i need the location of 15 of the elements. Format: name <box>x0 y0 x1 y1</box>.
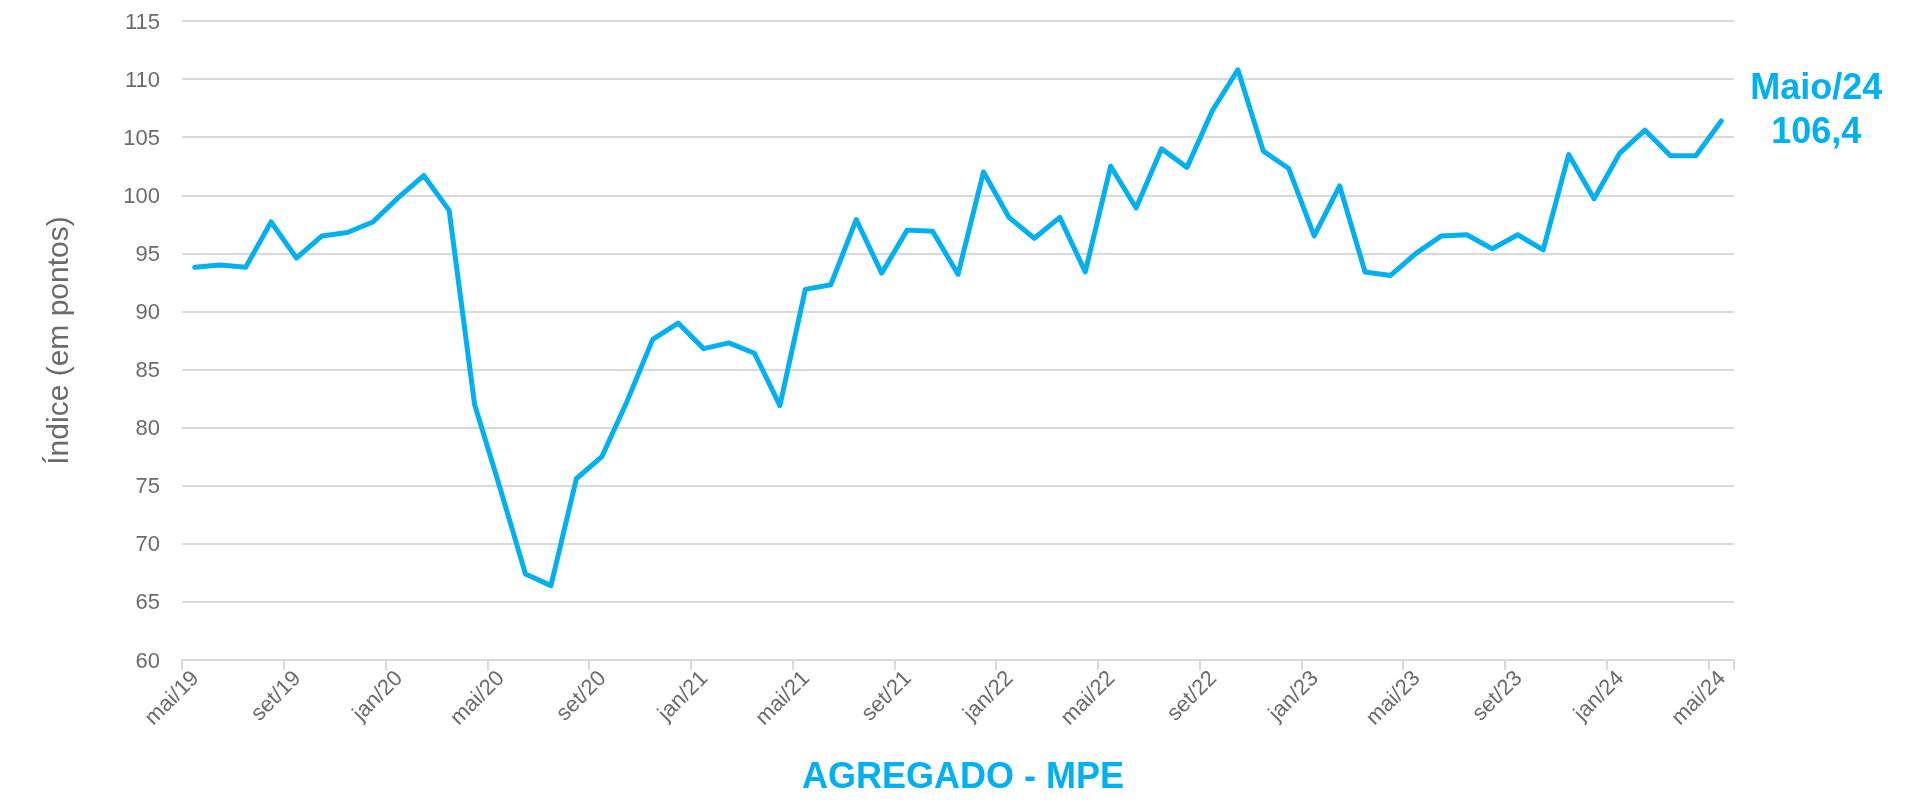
y-tick-label: 115 <box>124 8 160 34</box>
y-tick-label: 110 <box>124 66 160 92</box>
y-tick-label: 105 <box>123 124 160 150</box>
y-tick-label: 85 <box>135 357 160 383</box>
y-tick-label: 70 <box>135 531 160 557</box>
y-tick-label: 80 <box>135 415 160 441</box>
y-tick-label: 95 <box>135 240 160 266</box>
y-tick-label: 90 <box>135 298 160 324</box>
y-tick-label: 60 <box>135 647 160 673</box>
y-tick-label: 75 <box>135 473 160 499</box>
y-axis-title: Índice (em pontos) <box>40 216 74 465</box>
y-tick-label: 100 <box>123 182 160 208</box>
text: AGREGADO - MPE <box>801 754 1125 796</box>
y-tick-label: 65 <box>135 589 160 615</box>
annotation: Maio/24 106,4 <box>1750 66 1883 152</box>
